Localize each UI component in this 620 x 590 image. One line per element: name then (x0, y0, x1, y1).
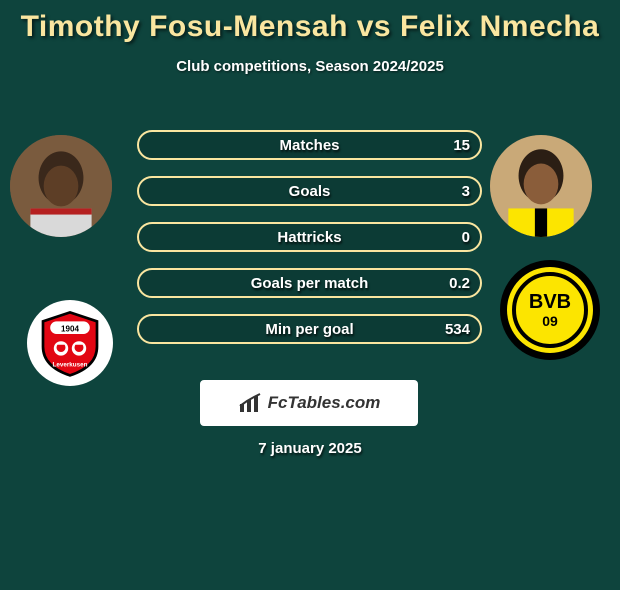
stat-label: Goals per match (251, 275, 369, 292)
stat-row-min-per-goal: Min per goal 534 (137, 314, 482, 344)
svg-text:Leverkusen: Leverkusen (52, 361, 87, 368)
stat-value-right: 3 (462, 183, 470, 200)
stat-row-matches: Matches 15 (137, 130, 482, 160)
stat-label: Min per goal (265, 321, 353, 338)
stat-label: Matches (279, 137, 339, 154)
subtitle: Club competitions, Season 2024/2025 (0, 58, 620, 75)
svg-text:1904: 1904 (61, 324, 79, 333)
stat-value-right: 0.2 (449, 275, 470, 292)
right-player-avatar (490, 135, 592, 237)
bvb-text: BVB (529, 292, 571, 312)
stat-row-hattricks: Hattricks 0 (137, 222, 482, 252)
left-club-badge: 1904 Leverkusen (27, 300, 113, 386)
brand-box[interactable]: FcTables.com (200, 380, 418, 426)
stat-row-goals: Goals 3 (137, 176, 482, 206)
right-club-badge: BVB 09 (500, 260, 600, 360)
stat-value-right: 534 (445, 321, 470, 338)
stat-label: Goals (289, 183, 331, 200)
stat-value-right: 15 (453, 137, 470, 154)
avatar-placeholder-icon (10, 135, 112, 237)
snapshot-date: 7 january 2025 (0, 440, 620, 457)
comparison-title: Timothy Fosu-Mensah vs Felix Nmecha (0, 10, 620, 44)
stat-row-goals-per-match: Goals per match 0.2 (137, 268, 482, 298)
bvb-year: 09 (529, 314, 571, 328)
avatar-placeholder-icon (490, 135, 592, 237)
brand-text: FcTables.com (268, 393, 381, 413)
stat-value-right: 0 (462, 229, 470, 246)
leverkusen-badge-icon: 1904 Leverkusen (34, 307, 106, 379)
left-player-avatar (10, 135, 112, 237)
stat-label: Hattricks (277, 229, 341, 246)
chart-icon (238, 392, 264, 414)
